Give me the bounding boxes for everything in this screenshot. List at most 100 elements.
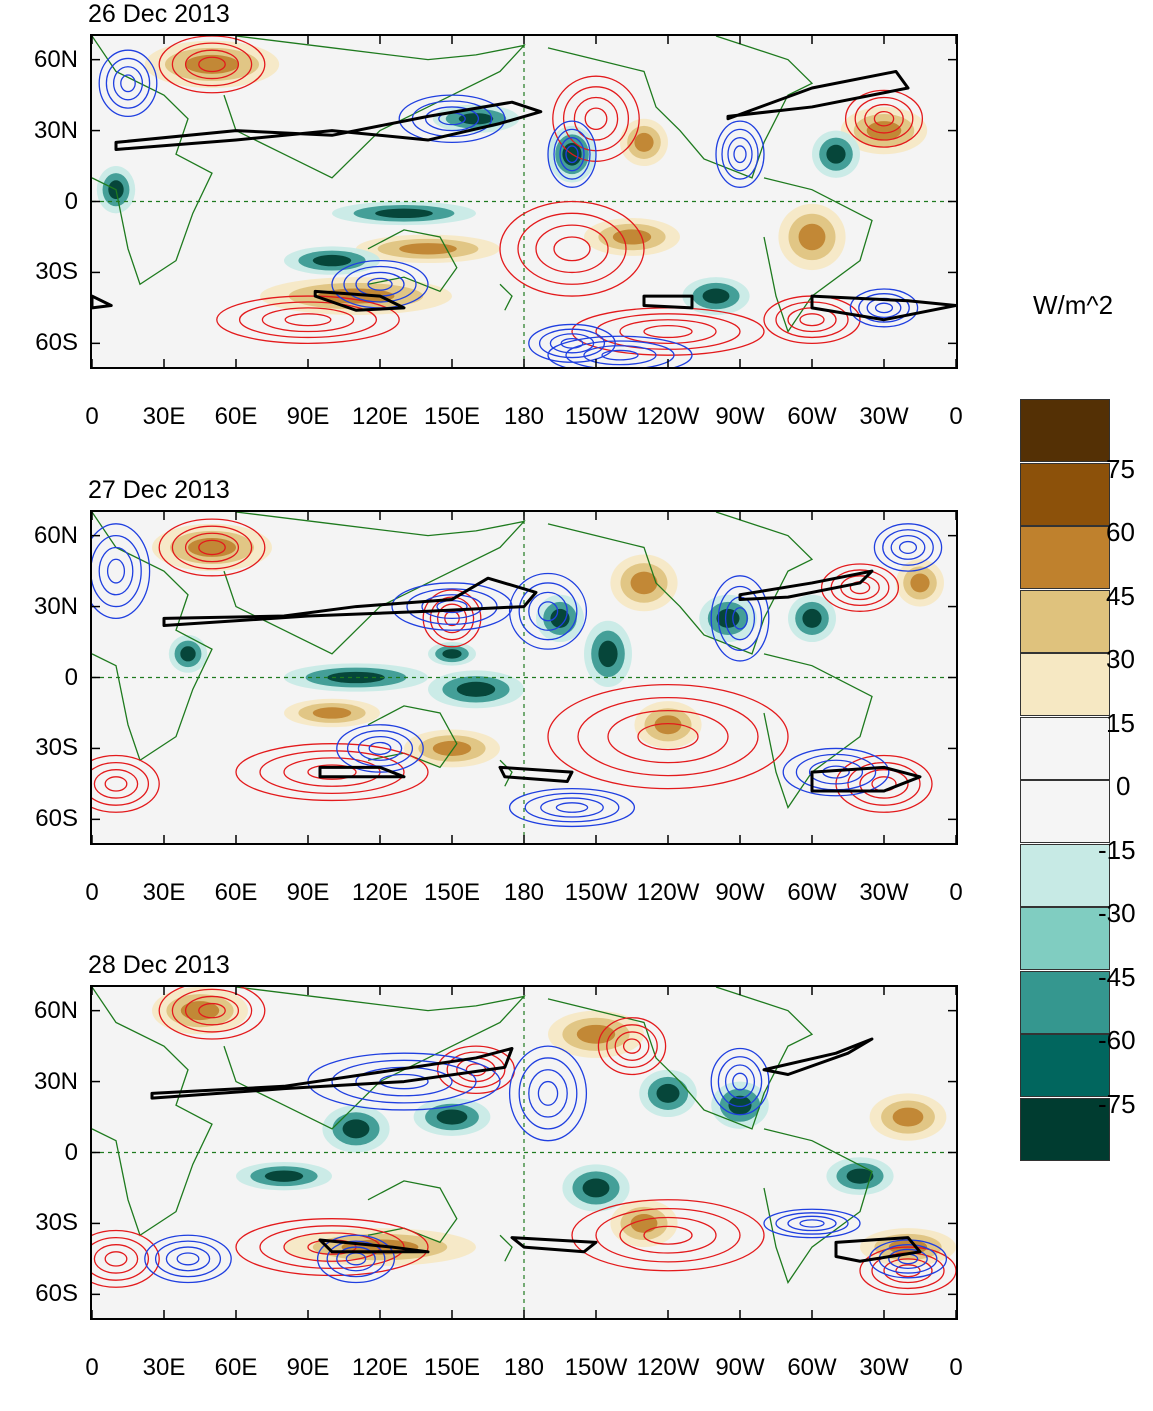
panel-title: 27 Dec 2013 [88, 476, 230, 504]
lon-tick-label: 150W [564, 879, 628, 906]
negative-contour [165, 1246, 211, 1272]
negative-contour [367, 277, 393, 291]
jet-contour [318, 765, 406, 779]
lon-tick-label: 0 [949, 1354, 963, 1381]
positive-contour [259, 750, 405, 795]
colorbar-swatch [1020, 653, 1110, 716]
lon-tick-label: 120E [351, 403, 409, 430]
lat-tick-label: 30S [35, 734, 78, 762]
positive-contour [171, 525, 253, 570]
positive-contour [92, 754, 160, 813]
negative-contour [316, 1234, 396, 1284]
negative-contour [549, 333, 595, 354]
map-field [92, 987, 956, 1318]
negative-contour [518, 582, 578, 641]
lat-tick-label: 0 [64, 187, 78, 215]
negative-contour [601, 349, 639, 361]
positive-contour [643, 324, 693, 339]
positive-contour [597, 1017, 667, 1076]
positive-anomaly-shading [576, 1024, 616, 1044]
negative-contour [398, 94, 506, 144]
coastline [92, 512, 213, 762]
negative-contour [528, 591, 568, 631]
positive-contour [873, 111, 895, 127]
negative-contour [368, 741, 392, 755]
map-panel-2: 27 Dec 2013 60N 30N 0 30S 60S 0 30E 60E 90E 120E… [0, 476, 1000, 936]
positive-contour [595, 1208, 741, 1263]
jet-contour [810, 294, 956, 322]
units-label: W/m^2 [1033, 290, 1114, 320]
positive-contour [422, 589, 482, 648]
lon-tick-label: 60W [787, 879, 837, 906]
positive-anomaly-shading [432, 740, 472, 756]
positive-contour [307, 764, 357, 780]
lon-tick-label: 150E [423, 879, 481, 906]
negative-anomaly-shading [802, 608, 822, 628]
negative-contour [154, 1240, 222, 1278]
negative-contour [721, 128, 759, 180]
negative-contour [336, 1246, 376, 1272]
colorbar-label: -15 [1098, 834, 1136, 865]
negative-contour [326, 1240, 386, 1278]
negative-contour [421, 594, 483, 620]
negative-contour [715, 120, 765, 188]
lon-tick-label: 0 [949, 879, 963, 906]
jet-contour [642, 294, 694, 310]
jet-contour [498, 765, 574, 784]
negative-contour [553, 128, 591, 180]
negative-contour [357, 735, 403, 761]
positive-contour [104, 776, 128, 792]
lon-tick-label: 0 [85, 879, 99, 906]
negative-contour [858, 293, 910, 323]
lon-tick-label: 30W [859, 1354, 909, 1381]
negative-contour [538, 328, 606, 359]
negative-contour [92, 523, 151, 620]
negative-contour [710, 575, 770, 662]
positive-contour [547, 683, 789, 790]
jet-contour [834, 1236, 922, 1263]
negative-contour [98, 546, 134, 596]
negative-contour [144, 1234, 232, 1284]
positive-contour [235, 743, 429, 802]
map-plot-area [90, 985, 958, 1320]
lat-tick-label: 60S [35, 329, 78, 357]
negative-contour [547, 120, 597, 188]
map-field [92, 36, 956, 367]
positive-contour [446, 1051, 506, 1089]
colorbar-swatch [1020, 843, 1110, 907]
map-field [92, 512, 956, 843]
negative-anomaly-shading [442, 649, 462, 659]
negative-anomaly-shading [728, 1095, 752, 1115]
positive-contour [216, 295, 400, 345]
positive-contour [93, 769, 139, 799]
negative-contour [732, 607, 748, 630]
lat-tick-label: 30S [35, 258, 78, 286]
lon-tick-label: 0 [85, 1354, 99, 1381]
negative-anomaly-shading [550, 608, 570, 628]
negative-anomaly-shading [826, 144, 846, 164]
colorbar-swatch [1020, 1097, 1110, 1161]
lat-tick-label: 0 [64, 663, 78, 691]
positive-contour [171, 988, 253, 1033]
lon-tick-label: 30E [142, 879, 186, 906]
colorbar-label: 30 [1106, 644, 1135, 674]
positive-contour [92, 761, 150, 806]
jet-contour [726, 69, 910, 121]
negative-anomaly-shading [582, 1178, 610, 1198]
lon-tick-label: 180 [503, 879, 545, 906]
positive-contour [93, 1244, 139, 1274]
coastline [223, 36, 526, 179]
negative-contour [888, 1248, 928, 1269]
positive-contour [171, 42, 253, 87]
positive-contour [158, 987, 266, 1040]
positive-anomaly-shading [910, 573, 930, 593]
coastline [499, 1234, 513, 1262]
lat-tick-label: 60S [35, 1280, 78, 1308]
negative-contour [508, 1045, 588, 1142]
positive-contour [158, 518, 266, 577]
colorbar-label: -60 [1098, 1025, 1136, 1055]
positive-contour [573, 96, 619, 141]
colorbar-swatch [1020, 907, 1110, 970]
lon-tick-label: 90W [715, 1354, 765, 1381]
lon-tick-label: 90W [715, 879, 765, 906]
